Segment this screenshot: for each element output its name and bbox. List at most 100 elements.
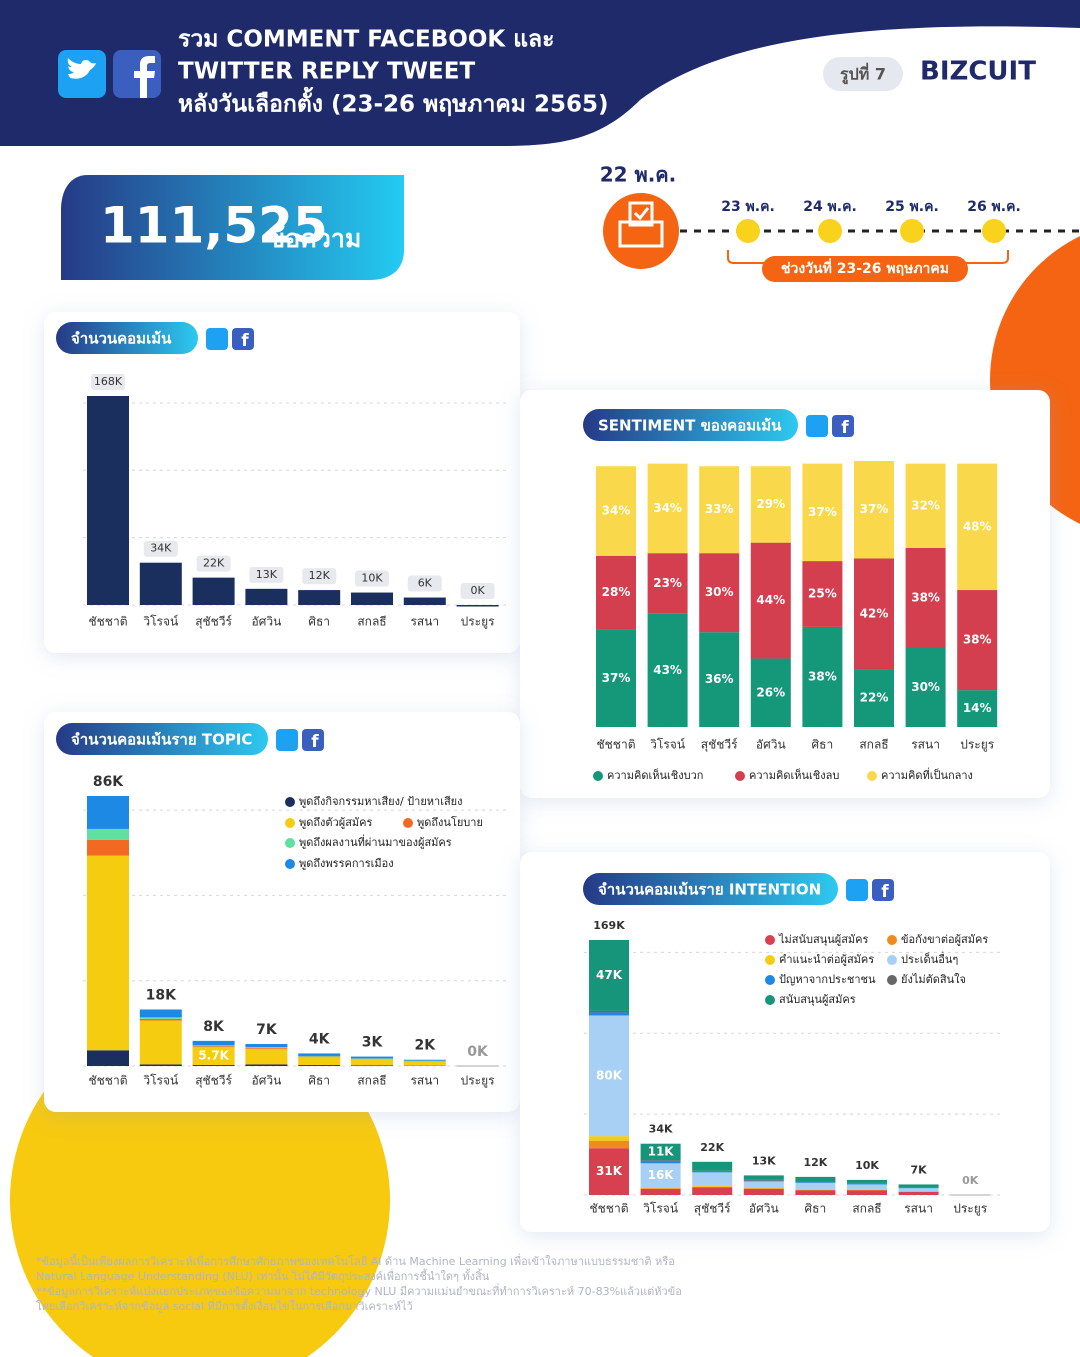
legend-label: พูดถึงกิจกรรมหาเสียง/ ป้ายหาเสียง [299,795,463,808]
legend-marker [285,818,295,828]
segment-label: 48% [963,519,992,533]
badge-bg [823,57,903,91]
bar [403,597,446,605]
bar-segment [192,1040,235,1046]
timeline-dot [900,219,924,243]
legend-marker [285,797,295,807]
bar-segment [589,1012,629,1016]
twitter-icon [206,328,228,350]
legend-marker [765,975,775,985]
value-label-bg [143,540,178,557]
bar-segment [139,1018,182,1021]
bar [456,605,499,607]
total-label: 12K [803,1156,827,1169]
bar-segment [847,1183,887,1185]
facebook-glyph: f [881,882,889,902]
bar-segment [87,839,129,856]
total-label: 34K [649,1123,673,1136]
ballot-circle [603,193,679,269]
timeline-dot [982,219,1006,243]
twitter-glyph [67,58,96,79]
legend-label: ไม่สนับสนุนผู้สมัคร [778,933,869,946]
bar-segment [640,1161,681,1164]
segment-label: 38% [911,590,940,604]
bar-segment [351,1059,393,1066]
x-tick-label: ศิธา [308,615,330,629]
bar-segment [847,1188,887,1190]
twitter-icon [276,729,298,751]
x-tick-label: รสนา [904,1202,933,1216]
bar-segment [192,1045,235,1047]
value-label-bg [196,555,231,572]
value-label: 6K [418,577,433,590]
total-label: 0K [467,1044,489,1060]
total-label: 18K [146,987,177,1003]
chart-title: จำนวนคอมเม้นราย TOPIC [71,731,252,749]
bar-segment [957,590,998,691]
segment-label: 38% [963,633,992,647]
segment-label: 28% [602,585,631,599]
total-label: 22K [700,1141,724,1154]
title-pill [56,723,268,755]
x-tick-label: รสนา [911,738,940,752]
bar-segment [699,466,740,554]
bar-segment [596,555,636,630]
bar-segment [87,796,129,829]
bar-segment [847,1190,887,1195]
badge: รูปที่ 7 [840,63,886,86]
bar-segment [750,466,791,543]
facebook-icon [872,879,894,901]
twitter-icon [806,415,828,437]
bar-segment [847,1189,887,1191]
legend-label: ความคิดเห็นเชิงลบ [749,768,839,782]
segment-label: 29% [756,497,785,511]
x-tick-label: อัศวิน [252,1074,282,1088]
bar-segment [139,1009,182,1018]
x-tick-label: สกลธี [859,738,888,752]
segment-label: 26% [756,685,785,699]
total-label: 7K [911,1163,928,1176]
segment-label: 42% [860,606,889,620]
bar-segment [743,1175,784,1180]
bar-segment [750,542,791,659]
total-label: 13K [752,1154,776,1167]
value-label-bg [460,583,495,599]
value-label-bg [355,570,389,587]
x-tick-label: ประยูร [461,1074,496,1089]
legend-marker [887,935,897,945]
legend-label: ปัญหาจากประชาชน [779,973,876,986]
bar-segment [795,1190,836,1195]
bar-segment [351,1065,393,1066]
value-label-bg [407,575,442,592]
legend-label: ประเด็นอื่นๆ [901,951,958,966]
x-tick-label: รสนา [410,1074,439,1088]
chart-card: จำนวนคอมเม้น f ชัชชาติ วิโรจน์ สุชัชวีร์ อัศว… [44,312,520,653]
bar-segment [795,1181,836,1183]
legend-label: ความคิดที่เป็นกลาง [881,767,973,782]
bar-segment [245,1044,288,1048]
x-tick-label: ศิธา [805,1202,827,1216]
bar-segment [905,547,946,648]
bar [139,562,182,605]
bar-segment [743,1188,784,1189]
legend-marker [887,955,897,965]
x-tick-label: วิโรจน์ [143,615,178,629]
bar-segment [743,1187,784,1189]
bar-segment [847,1182,887,1184]
bar-segment [795,1182,836,1189]
x-tick-label: ชัชชาติ [89,1074,128,1088]
x-tick-label: ศิธา [812,738,834,752]
value-label: 168K [94,375,123,388]
bar-segment [898,1184,939,1188]
segment-label: 43% [653,663,682,677]
value-label: 13K [256,568,278,581]
bar-segment [139,1017,182,1019]
bar-segment [640,1187,681,1189]
title-pill [583,873,838,905]
bar-segment [692,1170,733,1172]
x-tick-label: ประยูร [461,615,496,630]
bar-segment [905,647,946,727]
range-pill [762,256,968,282]
x-tick-label: รสนา [410,615,439,629]
legend-marker [867,771,877,781]
